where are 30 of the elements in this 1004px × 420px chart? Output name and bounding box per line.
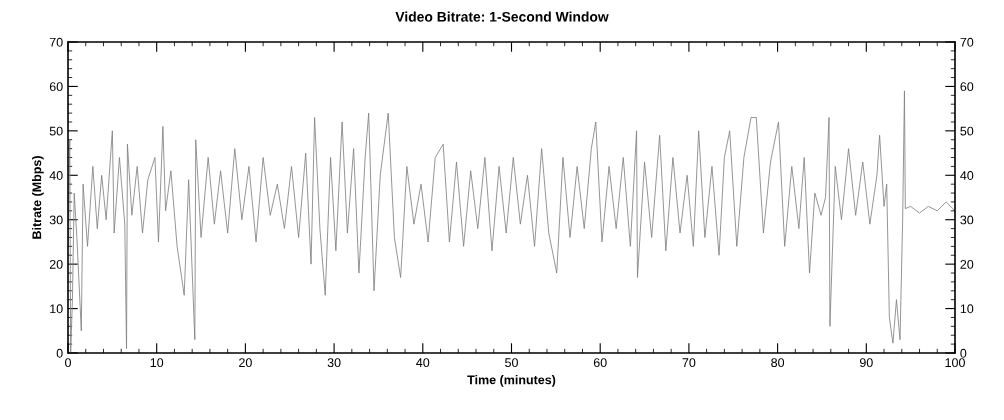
x-tick-label: 10 bbox=[150, 358, 164, 368]
y-axis-title: Bitrate (Mbps) bbox=[32, 156, 44, 239]
y2-tick-label: 20 bbox=[960, 259, 974, 269]
x-tick-label: 40 bbox=[416, 358, 430, 368]
y2-tick-label: 0 bbox=[960, 348, 967, 358]
x-tick-label: 0 bbox=[65, 358, 71, 368]
y2-tick-label: 50 bbox=[960, 126, 974, 136]
chart-title: Video Bitrate: 1-Second Window bbox=[395, 11, 609, 22]
x-tick-label: 90 bbox=[859, 358, 873, 368]
y-tick-label: 60 bbox=[49, 82, 63, 92]
x-tick-label: 80 bbox=[771, 358, 785, 368]
y2-tick-label: 10 bbox=[960, 304, 974, 314]
y2-tick-label: 70 bbox=[960, 37, 974, 47]
y-tick-label: 40 bbox=[49, 171, 63, 180]
y-tick-label: 20 bbox=[49, 259, 63, 269]
y2-tick-label: 60 bbox=[960, 82, 974, 92]
x-axis-title: Time (minutes) bbox=[467, 375, 556, 387]
x-tick-label: 20 bbox=[239, 358, 252, 368]
y2-tick-label: 40 bbox=[960, 171, 974, 180]
x-tick-label: 60 bbox=[593, 358, 607, 368]
x-tick-label: 70 bbox=[682, 358, 696, 368]
y-tick-label: 50 bbox=[49, 126, 63, 136]
y2-tick-label: 30 bbox=[960, 215, 974, 225]
y-tick-label: 10 bbox=[50, 304, 63, 314]
y-tick-label: 0 bbox=[56, 348, 63, 358]
x-tick-label: 50 bbox=[505, 358, 518, 368]
x-tick-label: 100 bbox=[945, 358, 965, 368]
x-tick-label: 30 bbox=[327, 358, 341, 368]
y-tick-label: 70 bbox=[49, 37, 63, 47]
y-tick-label: 30 bbox=[49, 215, 63, 225]
